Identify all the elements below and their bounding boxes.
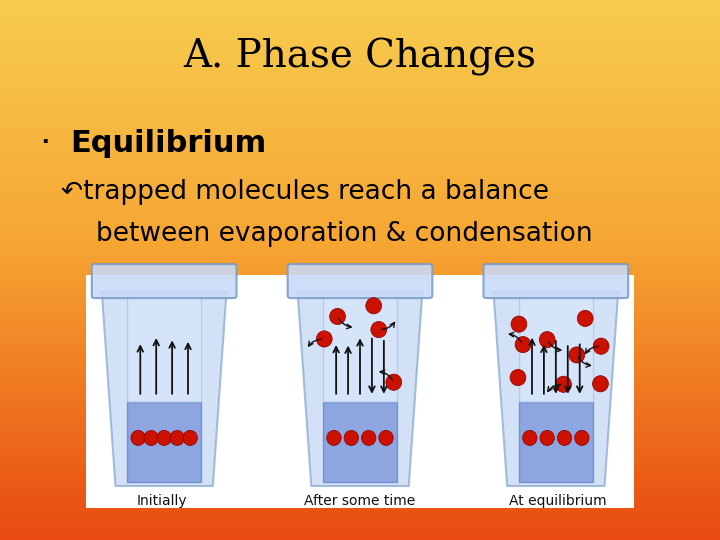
FancyBboxPatch shape bbox=[484, 264, 628, 298]
Ellipse shape bbox=[330, 308, 346, 325]
Polygon shape bbox=[297, 292, 423, 486]
Ellipse shape bbox=[575, 430, 589, 445]
Ellipse shape bbox=[569, 347, 585, 363]
Ellipse shape bbox=[539, 332, 555, 348]
Text: ↶trapped molecules reach a balance: ↶trapped molecules reach a balance bbox=[61, 179, 549, 205]
Ellipse shape bbox=[511, 316, 527, 332]
Ellipse shape bbox=[361, 430, 376, 445]
Ellipse shape bbox=[593, 338, 609, 354]
Ellipse shape bbox=[557, 430, 572, 445]
Bar bbox=[86, 275, 634, 508]
Polygon shape bbox=[519, 402, 593, 482]
Polygon shape bbox=[493, 292, 618, 486]
Ellipse shape bbox=[515, 336, 531, 353]
Polygon shape bbox=[323, 294, 397, 402]
Ellipse shape bbox=[386, 374, 402, 390]
Ellipse shape bbox=[593, 376, 608, 392]
FancyBboxPatch shape bbox=[288, 264, 432, 298]
Ellipse shape bbox=[327, 430, 341, 445]
Ellipse shape bbox=[157, 430, 171, 445]
Ellipse shape bbox=[556, 376, 572, 393]
Ellipse shape bbox=[344, 430, 359, 445]
Ellipse shape bbox=[371, 321, 387, 338]
Ellipse shape bbox=[577, 310, 593, 327]
Ellipse shape bbox=[183, 430, 197, 445]
Ellipse shape bbox=[366, 298, 382, 314]
Text: between evaporation & condensation: between evaporation & condensation bbox=[96, 221, 593, 247]
Ellipse shape bbox=[316, 331, 332, 347]
Text: After some time: After some time bbox=[305, 494, 415, 508]
Ellipse shape bbox=[540, 430, 554, 445]
Ellipse shape bbox=[170, 430, 184, 445]
Ellipse shape bbox=[523, 430, 537, 445]
Polygon shape bbox=[102, 292, 227, 486]
Text: A. Phase Changes: A. Phase Changes bbox=[184, 38, 536, 76]
Polygon shape bbox=[323, 402, 397, 482]
Ellipse shape bbox=[379, 430, 393, 445]
Text: At equilibrium: At equilibrium bbox=[509, 494, 607, 508]
Text: Equilibrium: Equilibrium bbox=[70, 129, 266, 158]
Text: ·: · bbox=[40, 126, 51, 160]
FancyBboxPatch shape bbox=[92, 264, 236, 298]
Polygon shape bbox=[519, 294, 593, 402]
Polygon shape bbox=[127, 402, 201, 482]
Text: Initially: Initially bbox=[137, 494, 187, 508]
Ellipse shape bbox=[510, 369, 526, 386]
Ellipse shape bbox=[144, 430, 158, 445]
Polygon shape bbox=[127, 294, 201, 402]
Ellipse shape bbox=[131, 430, 145, 445]
